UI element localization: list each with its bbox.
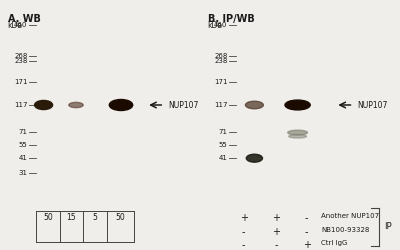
- Text: 41: 41: [18, 155, 27, 161]
- Text: 50: 50: [115, 213, 125, 222]
- Text: 71: 71: [18, 128, 27, 134]
- Text: +: +: [303, 240, 311, 250]
- Text: +: +: [272, 226, 280, 236]
- Ellipse shape: [69, 102, 83, 108]
- Ellipse shape: [109, 100, 133, 110]
- Text: -: -: [274, 240, 278, 250]
- Text: 460: 460: [214, 22, 227, 28]
- Text: 55: 55: [219, 142, 227, 148]
- Text: B. IP/WB: B. IP/WB: [208, 14, 254, 24]
- Text: +: +: [272, 213, 280, 223]
- Text: IP: IP: [384, 222, 392, 231]
- Text: Ctrl IgG: Ctrl IgG: [321, 240, 347, 246]
- Text: 55: 55: [19, 142, 27, 148]
- Text: 117: 117: [14, 102, 27, 108]
- Text: kDa: kDa: [208, 22, 223, 30]
- Text: NUP107: NUP107: [168, 100, 198, 110]
- Text: 171: 171: [214, 79, 227, 85]
- Ellipse shape: [35, 100, 53, 110]
- Text: Another NUP107: Another NUP107: [321, 213, 379, 219]
- Text: 50: 50: [43, 213, 53, 222]
- Text: 31: 31: [18, 170, 27, 176]
- Text: -: -: [305, 226, 308, 236]
- Text: -: -: [242, 240, 245, 250]
- Text: 268: 268: [14, 52, 27, 59]
- Text: -: -: [305, 213, 308, 223]
- Text: +: +: [240, 213, 248, 223]
- Ellipse shape: [285, 100, 310, 110]
- Text: NUP107: NUP107: [357, 100, 387, 110]
- Ellipse shape: [246, 154, 262, 162]
- Text: 460: 460: [14, 22, 27, 28]
- Text: 268: 268: [214, 52, 227, 59]
- Text: A. WB: A. WB: [8, 14, 40, 24]
- Text: 117: 117: [214, 102, 227, 108]
- Text: 15: 15: [67, 213, 76, 222]
- Text: NB100-93328: NB100-93328: [321, 226, 369, 232]
- Text: 71: 71: [218, 128, 227, 134]
- Text: 41: 41: [218, 155, 227, 161]
- Text: 238: 238: [14, 58, 27, 64]
- Text: kDa: kDa: [8, 22, 23, 30]
- Text: -: -: [242, 226, 245, 236]
- Text: 238: 238: [214, 58, 227, 64]
- Ellipse shape: [246, 101, 263, 109]
- Text: 5: 5: [92, 213, 97, 222]
- Ellipse shape: [288, 130, 308, 135]
- Ellipse shape: [289, 135, 307, 138]
- Text: 171: 171: [14, 79, 27, 85]
